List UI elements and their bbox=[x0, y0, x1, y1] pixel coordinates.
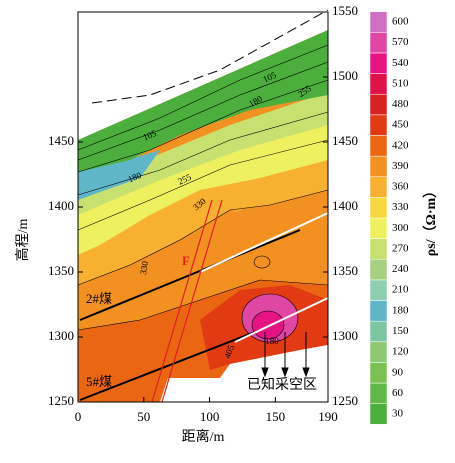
y-tick-label: 1300 bbox=[48, 328, 74, 343]
colorbar-cell bbox=[369, 341, 388, 363]
contour-label: 405 bbox=[222, 343, 236, 360]
colorbar-tick-label: 300 bbox=[392, 222, 409, 234]
colorbar-cell bbox=[369, 114, 388, 136]
arrow-head bbox=[261, 367, 269, 378]
colorbar-cell bbox=[369, 403, 388, 425]
colorbar-tick-label: 270 bbox=[392, 242, 409, 254]
colorbar-tick-label: 510 bbox=[392, 77, 409, 89]
coal-line bbox=[79, 329, 261, 401]
colorbar-tick-label: 210 bbox=[392, 284, 409, 296]
contour-label: 180 bbox=[265, 336, 279, 346]
field-green bbox=[78, 30, 328, 172]
y-tick-label: 1450 bbox=[48, 133, 74, 148]
x-tick-label: 100 bbox=[200, 409, 220, 424]
colorbar-tick-label: 570 bbox=[392, 36, 409, 48]
contour-label: 105 bbox=[142, 128, 159, 143]
y2-tick-label: 1550 bbox=[332, 3, 358, 18]
field-green-light bbox=[78, 92, 328, 215]
colorbar-tick-label: 600 bbox=[392, 16, 409, 28]
colorbar-label: ρs/（Ω·m） bbox=[423, 184, 439, 256]
contour-line bbox=[77, 79, 329, 173]
y2-tick-label: 1400 bbox=[332, 198, 358, 213]
colorbar-cell bbox=[369, 320, 388, 343]
colorbar-tick-label: 330 bbox=[392, 201, 409, 213]
contour-label: 330 bbox=[138, 260, 150, 276]
colorbar-cell bbox=[369, 238, 388, 260]
colorbar-tick-label: 540 bbox=[392, 57, 409, 69]
x-axis-label: 距离/m bbox=[182, 428, 225, 445]
field-orange-blob bbox=[215, 190, 255, 212]
goaf-label: 已知采空区 bbox=[247, 376, 317, 393]
colorbar-tick-label: 360 bbox=[392, 181, 409, 193]
field-cyan bbox=[78, 150, 160, 200]
contour-line bbox=[251, 310, 285, 340]
fault-line bbox=[161, 199, 223, 403]
colorbar-cell bbox=[369, 155, 388, 177]
colorbar-cell bbox=[369, 197, 388, 219]
y2-tick-label: 1300 bbox=[332, 328, 358, 343]
colorbar-cell bbox=[369, 73, 388, 95]
coal2-label: 2#煤 bbox=[86, 291, 112, 306]
y-tick-label: 1250 bbox=[48, 393, 74, 408]
arrow-head bbox=[302, 367, 310, 378]
colorbar-cell bbox=[369, 279, 388, 301]
fault bbox=[151, 199, 223, 403]
y2-tick-label: 1450 bbox=[332, 133, 358, 148]
goaf-arrows bbox=[261, 332, 310, 378]
colorbar-cell bbox=[369, 52, 388, 74]
field-white-notch bbox=[160, 345, 328, 402]
field bbox=[78, 30, 328, 402]
contour-line bbox=[77, 61, 329, 161]
colorbar-cell bbox=[369, 93, 388, 116]
contour-lines bbox=[77, 44, 329, 343]
colorbar-tick-label: 150 bbox=[392, 325, 409, 337]
x-tick-label: 50 bbox=[137, 409, 150, 424]
contour-line bbox=[77, 111, 329, 196]
coal5-label: 5#煤 bbox=[86, 374, 112, 389]
colorbar-cell bbox=[369, 259, 388, 281]
colorbar-cell bbox=[369, 382, 388, 404]
contour-line bbox=[77, 279, 329, 331]
colorbar-tick-label: 60 bbox=[392, 387, 404, 399]
y-tick-label: 1400 bbox=[48, 198, 74, 213]
y2-tick-label: 1350 bbox=[332, 263, 358, 278]
colorbar-cell bbox=[369, 362, 388, 384]
y-axis-label: 高程/m bbox=[14, 219, 31, 262]
fault-label: F bbox=[182, 253, 190, 268]
colorbar-tick-label: 90 bbox=[392, 366, 404, 378]
colorbar-cell bbox=[369, 300, 388, 322]
y2-tick-label: 1250 bbox=[332, 393, 358, 408]
colorbar-tick-label: 450 bbox=[392, 119, 409, 131]
field-peak bbox=[252, 311, 284, 339]
fault-line bbox=[151, 199, 213, 403]
x-tick-label: 0 bbox=[75, 409, 82, 424]
colorbar-tick-label: 180 bbox=[392, 304, 409, 316]
colorbar-cell bbox=[369, 217, 388, 239]
colorbar-tick-label: 480 bbox=[392, 98, 409, 110]
contour-line bbox=[253, 255, 271, 269]
y2-tick-label: 1500 bbox=[332, 68, 358, 83]
colorbar-tick-label: 120 bbox=[392, 346, 409, 358]
x-tick-label: 190 bbox=[318, 409, 338, 424]
contour-line bbox=[77, 44, 329, 151]
field-yellow bbox=[78, 112, 328, 255]
colorbar-cell bbox=[369, 11, 388, 33]
contour-label: 180 bbox=[127, 170, 144, 185]
colorbar-cell bbox=[369, 135, 388, 157]
surface-dashed bbox=[91, 9, 329, 104]
colorbar-tick-label: 240 bbox=[392, 263, 409, 275]
y-tick-label: 1350 bbox=[48, 263, 74, 278]
colorbar-cell bbox=[369, 32, 388, 54]
contour-line bbox=[77, 139, 329, 231]
colorbar-tick-label: 390 bbox=[392, 160, 409, 172]
colorbar-tick-label: 420 bbox=[392, 139, 409, 151]
contour-line bbox=[241, 293, 299, 343]
coal-line-white bbox=[234, 297, 329, 343]
arrow-head bbox=[281, 367, 289, 378]
colorbar-tick-label: 30 bbox=[392, 408, 404, 420]
coal-line-white bbox=[199, 212, 329, 273]
x-tick-label: 150 bbox=[266, 409, 286, 424]
colorbar-cell bbox=[369, 176, 388, 198]
